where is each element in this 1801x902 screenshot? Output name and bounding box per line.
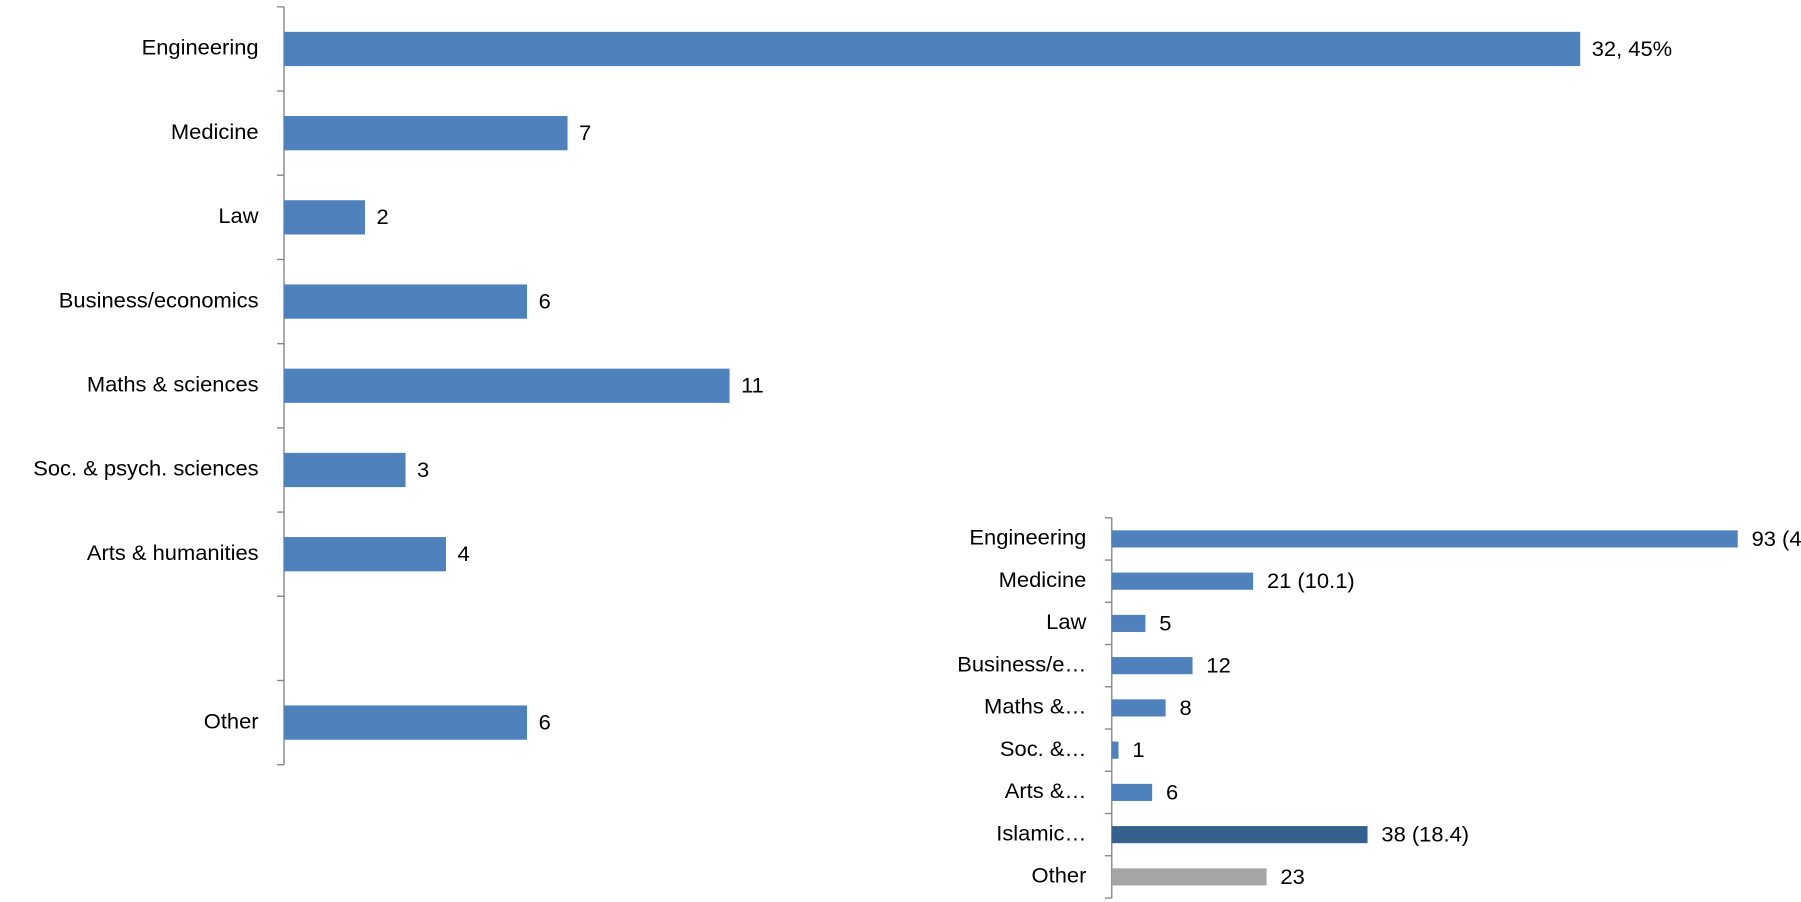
data-label: 4: [458, 541, 470, 566]
bar: [284, 537, 447, 572]
y-tick-label: Business/economics: [59, 287, 259, 312]
y-tick-label: Islamic…: [996, 820, 1086, 845]
data-label: 38 (18.4): [1381, 822, 1469, 847]
data-label: 23: [1280, 864, 1304, 889]
data-label: 3: [417, 457, 429, 482]
data-label: 32, 45%: [1592, 36, 1672, 61]
y-tick-label: Law: [1046, 609, 1086, 634]
data-label: 6: [1166, 779, 1178, 804]
data-label: 6: [539, 710, 551, 735]
y-tick-label: Engineering: [969, 525, 1086, 550]
bar: [284, 200, 366, 235]
data-label: 1: [1132, 737, 1144, 762]
bar: [1111, 868, 1267, 886]
y-tick-label: Other: [1032, 863, 1087, 888]
y-tick-label: Business/e…: [957, 651, 1086, 676]
bar: [1111, 783, 1153, 801]
bar: [284, 368, 730, 403]
data-label: 11: [741, 373, 764, 398]
data-label: 8: [1179, 695, 1191, 720]
data-label: 21 (10.1): [1267, 568, 1355, 593]
bar: [1111, 572, 1254, 590]
y-tick-label: Maths &…: [984, 694, 1086, 719]
y-tick-label: Medicine: [171, 119, 259, 144]
y-tick-label: Arts &…: [1005, 778, 1087, 803]
bar: [1111, 657, 1193, 675]
bar: [1111, 530, 1738, 548]
bar: [284, 116, 568, 151]
y-tick-label: Engineering: [142, 35, 259, 60]
bar: [1111, 614, 1146, 632]
data-label: 93 (44.9: [1752, 526, 1801, 551]
y-tick-label: Soc. &…: [1000, 736, 1086, 761]
y-tick-label: Medicine: [999, 567, 1087, 592]
bar: [284, 284, 528, 319]
bar: [1111, 741, 1119, 759]
data-label: 12: [1206, 653, 1230, 678]
y-tick-label: Maths & sciences: [87, 372, 259, 397]
data-label: 2: [377, 204, 389, 229]
y-tick-label: Law: [218, 203, 258, 228]
bar: [1111, 826, 1368, 844]
bar: [284, 452, 406, 488]
y-tick-label: Arts & humanities: [87, 540, 259, 565]
bar: [1111, 699, 1166, 717]
y-tick-label: Other: [204, 708, 259, 733]
y-tick-label: Soc. & psych. sciences: [33, 456, 258, 481]
data-label: 5: [1159, 610, 1171, 635]
data-label: 7: [579, 120, 591, 145]
bar: [284, 31, 1581, 67]
data-label: 6: [539, 289, 551, 314]
bar: [284, 705, 528, 740]
